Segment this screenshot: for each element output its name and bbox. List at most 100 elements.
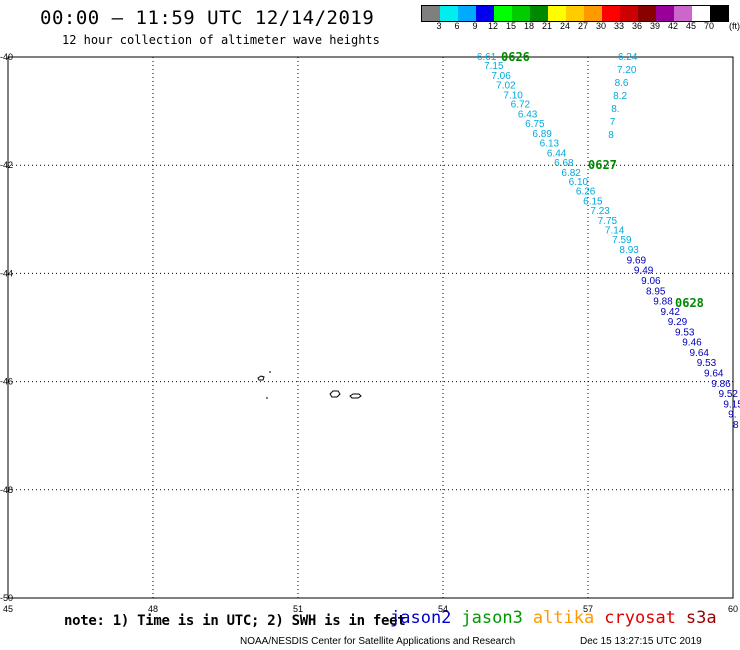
color-scale-tick: 15 <box>505 21 516 31</box>
data-point-label: 8.95 <box>646 286 666 297</box>
y-tick-label: -44 <box>0 268 13 278</box>
color-swatch <box>620 6 638 21</box>
color-scale-tick: 45 <box>685 21 696 31</box>
satellite-legend-altika: altika <box>532 608 595 628</box>
y-tick-label: -50 <box>0 593 13 603</box>
data-point-label: 7.75 <box>598 216 618 227</box>
color-swatch <box>584 6 602 21</box>
data-point-label: 9.64 <box>704 368 724 379</box>
data-point-label: 9.64 <box>690 348 710 359</box>
time-marker-label: 0628 <box>675 296 704 310</box>
data-point-label: 7.15 <box>484 61 504 72</box>
color-swatch <box>440 6 458 21</box>
data-point-label: 6.72 <box>511 100 531 111</box>
color-scale-bar <box>421 5 729 22</box>
data-point-label: 9.42 <box>661 307 681 318</box>
data-point-label: 9. <box>728 410 736 421</box>
color-swatch <box>494 6 512 21</box>
data-point-label: 9.15 <box>723 399 740 410</box>
x-tick-label: 57 <box>583 604 593 614</box>
data-point-label: 6.44 <box>547 148 567 159</box>
x-tick-label: 48 <box>148 604 158 614</box>
island-outlines <box>257 371 362 399</box>
data-point-label: 9.53 <box>697 358 717 369</box>
y-tick-label: -46 <box>0 377 13 387</box>
data-point-label: 8 <box>608 130 614 141</box>
color-scale-tick: 42 <box>667 21 678 31</box>
data-point-label: 6.15 <box>583 196 603 207</box>
color-swatch <box>476 6 494 21</box>
x-tick-label: 51 <box>293 604 303 614</box>
data-layer: 6.617.157.067.027.106.726.436.756.896.13… <box>477 50 740 431</box>
satellite-legend: jason2 jason3 altika cryosat s3a <box>390 608 727 628</box>
color-scale-tick: 30 <box>595 21 606 31</box>
data-point-label: 9.29 <box>668 317 688 328</box>
chart-subtitle: 12 hour collection of altimeter wave hei… <box>62 33 380 47</box>
color-scale-tick: 6 <box>454 21 460 31</box>
color-scale-tick: 18 <box>523 21 534 31</box>
data-point-label: 9.88 <box>653 297 673 308</box>
data-point-label: 7.59 <box>612 235 632 246</box>
color-scale-tick: 36 <box>631 21 642 31</box>
data-point-label: 6.75 <box>525 119 545 130</box>
x-tick-label: 60 <box>728 604 738 614</box>
data-point-label: 9.06 <box>641 276 661 287</box>
color-swatch <box>638 6 656 21</box>
color-scale-unit: (ft) <box>729 21 740 31</box>
data-point-label: 6.89 <box>532 129 552 140</box>
color-swatch <box>602 6 620 21</box>
color-swatch <box>566 6 584 21</box>
satellite-legend-s3a: s3a <box>685 608 717 628</box>
data-point-label: 7.02 <box>496 81 516 92</box>
time-marker-label: 0626 <box>501 50 530 64</box>
color-scale-tick: 27 <box>577 21 588 31</box>
satellite-legend-cryosat: cryosat <box>604 608 676 628</box>
color-scale-tick: 70 <box>703 21 714 31</box>
x-tick-label: 45 <box>3 604 13 614</box>
data-point-label: 6.68 <box>554 158 574 169</box>
data-point-label: 7.23 <box>590 206 610 217</box>
data-point-label: 9.46 <box>682 338 702 349</box>
color-swatch <box>512 6 530 21</box>
time-marker-label: 0627 <box>588 158 617 172</box>
data-point-label: 8. <box>611 104 619 115</box>
color-scale-tick: 33 <box>613 21 624 31</box>
data-point-label: 9.53 <box>675 327 695 338</box>
color-swatch <box>692 6 710 21</box>
data-point-label: 6.43 <box>518 109 538 120</box>
chart-title: 00:00 – 11:59 UTC 12/14/2019 <box>40 7 375 29</box>
color-swatch <box>656 6 674 21</box>
data-point-label: 8 <box>733 420 739 431</box>
y-tick-label: -40 <box>0 52 13 62</box>
data-point-label: 6.61 <box>477 52 497 63</box>
data-point-label: 7.10 <box>503 90 523 101</box>
island-outline <box>329 390 341 398</box>
color-scale-tick: 24 <box>559 21 570 31</box>
color-swatch <box>674 6 692 21</box>
island-outline <box>257 375 265 381</box>
data-point-label: 8.2 <box>613 91 627 102</box>
satellite-legend-jason3: jason3 <box>461 608 523 628</box>
data-point-label: 9.49 <box>634 266 654 277</box>
color-scale-tick: 9 <box>472 21 478 31</box>
grid-layer <box>7 56 734 599</box>
data-point-label: 6.24 <box>618 52 638 63</box>
color-swatch <box>458 6 476 21</box>
data-point-label: 7.06 <box>491 71 511 82</box>
data-point-label: 7 <box>610 117 616 128</box>
data-point-label: 8.93 <box>619 245 639 256</box>
color-swatch <box>530 6 548 21</box>
data-point-label: 7.14 <box>605 226 625 237</box>
axis-layer: 45 48 51 54 57 60 -40 -42 -44 -46 -48 -50 <box>0 52 738 614</box>
data-point-label: 9.52 <box>719 389 739 400</box>
data-point-label: 9.69 <box>627 255 647 266</box>
color-swatch <box>548 6 566 21</box>
data-point-label: 6.10 <box>569 177 589 188</box>
color-scale-tick: 12 <box>487 21 498 31</box>
color-scale-tick: 39 <box>649 21 660 31</box>
plot-frame <box>7 56 734 599</box>
footer-note: note: 1) Time is in UTC; 2) SWH is in fe… <box>64 613 406 629</box>
data-point-label: 7.20 <box>617 65 637 76</box>
satellite-legend-jason2: jason2 <box>390 608 452 628</box>
